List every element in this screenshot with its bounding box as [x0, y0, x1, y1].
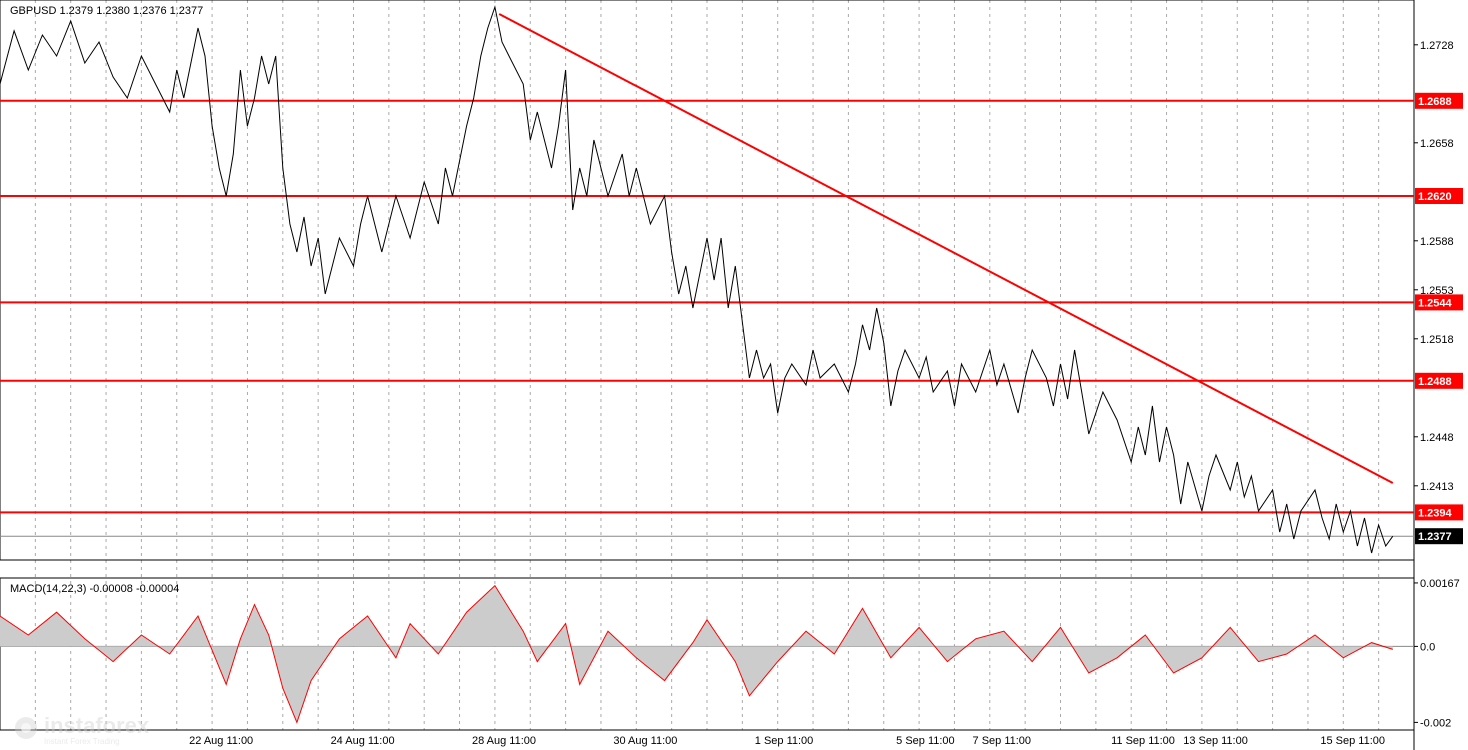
svg-text:0.00167: 0.00167 — [1420, 578, 1460, 590]
svg-text:1.2518: 1.2518 — [1420, 334, 1454, 346]
svg-text:1.2394: 1.2394 — [1418, 507, 1453, 519]
svg-text:28 Aug 11:00: 28 Aug 11:00 — [472, 735, 536, 747]
chart-svg: 1.2688 1.2620 1.2544 1.2488 1.2394 1.2377 1.27… — [0, 0, 1468, 750]
chart-container: 1.2688 1.2620 1.2544 1.2488 1.2394 1.2377 1.27… — [0, 0, 1468, 750]
svg-text:1.2658: 1.2658 — [1420, 138, 1454, 150]
svg-text:1.2544: 1.2544 — [1418, 297, 1453, 309]
svg-text:1.2488: 1.2488 — [1418, 376, 1452, 388]
svg-text:13 Sep 11:00: 13 Sep 11:00 — [1183, 735, 1248, 747]
svg-text:-0.002: -0.002 — [1420, 717, 1451, 729]
svg-text:15 Sep 11:00: 15 Sep 11:00 — [1320, 735, 1385, 747]
svg-text:11 Sep 11:00: 11 Sep 11:00 — [1111, 735, 1175, 747]
svg-text:1.2553: 1.2553 — [1420, 285, 1454, 297]
chart-symbol: GBPUSD 1.2379 1.2380 1.2376 1.2377 — [10, 5, 203, 17]
svg-text:1 Sep 11:00: 1 Sep 11:00 — [755, 735, 814, 747]
svg-text:Instant Forex Trading: Instant Forex Trading — [44, 737, 120, 746]
svg-text:1.2620: 1.2620 — [1418, 191, 1452, 203]
svg-text:1.2728: 1.2728 — [1420, 40, 1454, 52]
svg-text:instaforex: instaforex — [44, 713, 150, 738]
macd-title: MACD(14,22,3) -0.00008 -0.00004 — [10, 583, 179, 595]
svg-text:0.0: 0.0 — [1420, 641, 1435, 653]
svg-text:24 Aug 11:00: 24 Aug 11:00 — [331, 735, 395, 747]
svg-text:22 Aug 11:00: 22 Aug 11:00 — [189, 735, 253, 747]
svg-text:7 Sep 11:00: 7 Sep 11:00 — [973, 735, 1032, 747]
svg-text:1.2588: 1.2588 — [1420, 236, 1454, 248]
svg-text:30 Aug 11:00: 30 Aug 11:00 — [613, 735, 677, 747]
svg-text:1.2448: 1.2448 — [1420, 432, 1454, 444]
svg-text:1.2413: 1.2413 — [1420, 481, 1454, 493]
svg-text:1.2377: 1.2377 — [1418, 531, 1452, 543]
svg-text:1.2688: 1.2688 — [1418, 96, 1452, 108]
svg-text:5 Sep 11:00: 5 Sep 11:00 — [896, 735, 955, 747]
